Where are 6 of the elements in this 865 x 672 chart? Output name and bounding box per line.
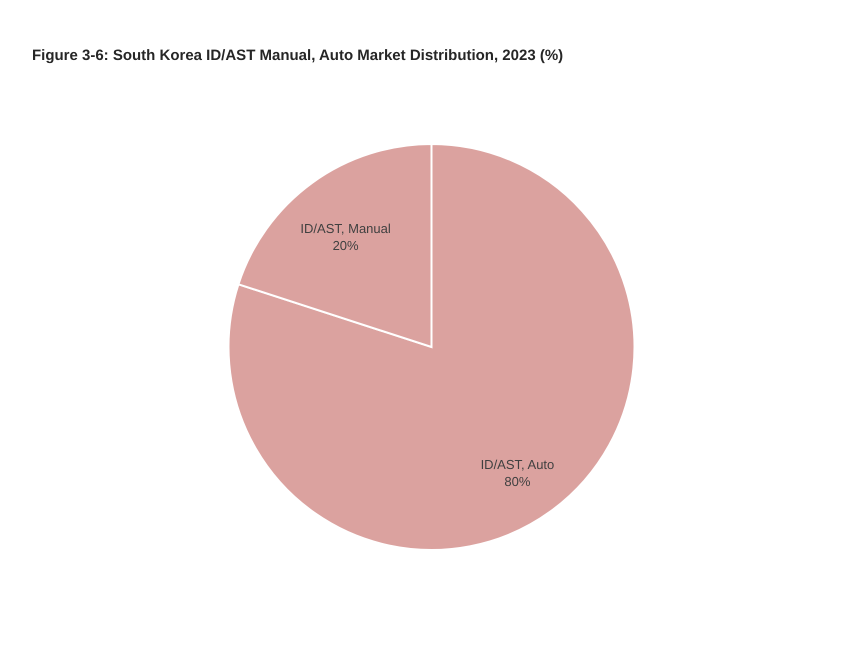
pie-slice (228, 143, 636, 551)
slice-label: ID/AST, Manual (300, 220, 391, 236)
data-label: 80% (504, 474, 531, 490)
data-label: 20% (332, 238, 360, 253)
slice-label: ID/AST, Auto (480, 457, 554, 472)
chart-title: Figure 3-6: South Korea ID/AST Manual, Auto Market Distribution, 2023 (%) (32, 47, 564, 64)
